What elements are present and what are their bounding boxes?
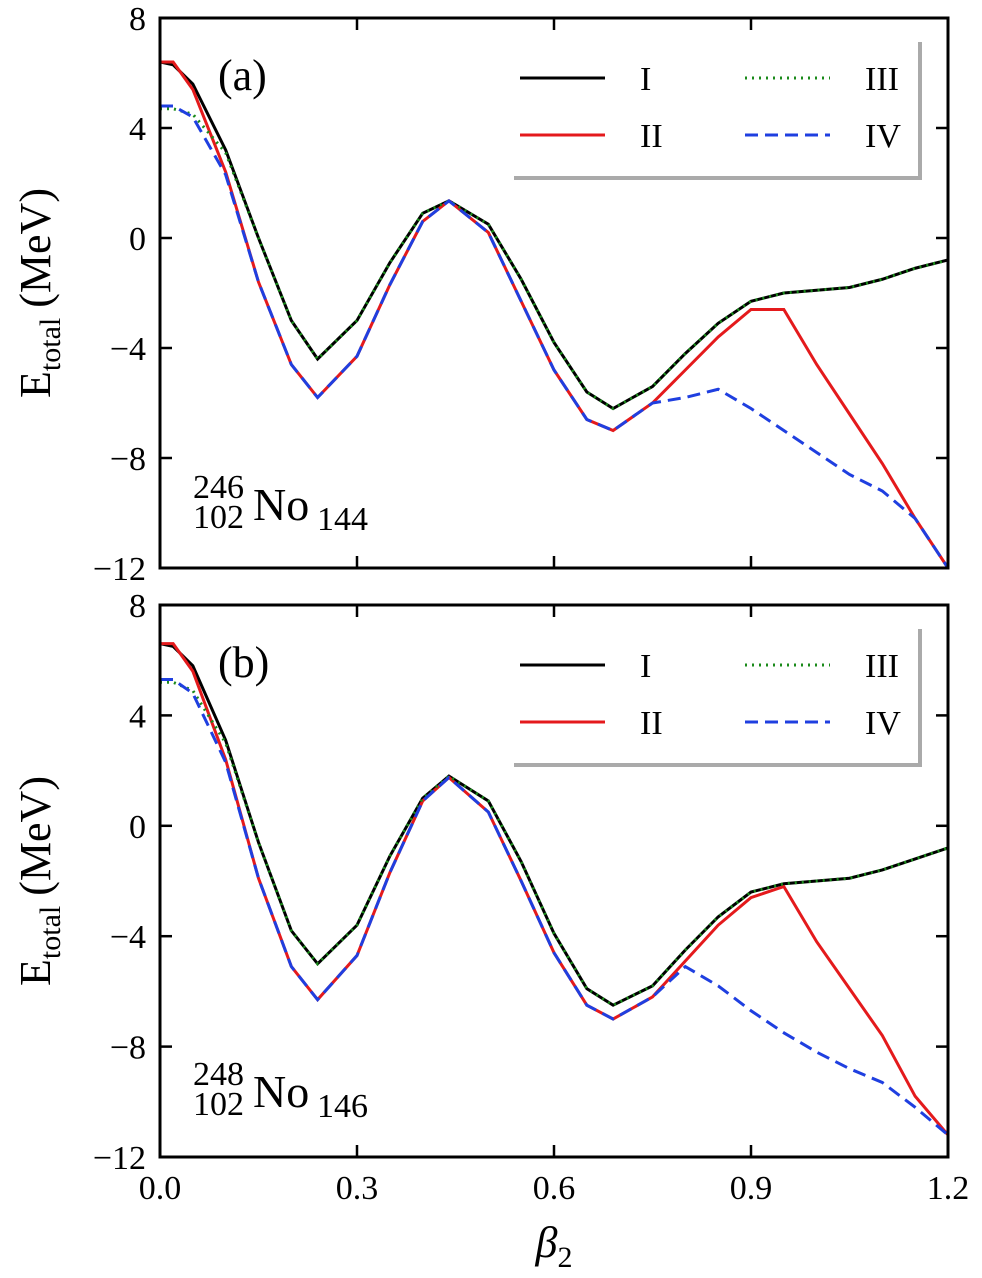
- x-label-symbol: β: [535, 1218, 558, 1267]
- legend-box: [510, 38, 918, 176]
- y-tick-label: −4: [110, 919, 146, 956]
- y-label-unit: (MeV): [11, 776, 60, 896]
- series-line: [160, 642, 948, 1007]
- y-label-sub: total: [34, 906, 67, 959]
- panel-label: (b): [218, 638, 269, 687]
- x-tick-label: 0.6: [533, 1170, 576, 1207]
- y-tick-label: −12: [93, 551, 146, 588]
- legend-label: II: [640, 705, 663, 742]
- mass-number: 246: [193, 469, 244, 506]
- y-tick-label: −8: [110, 1030, 146, 1067]
- neutron-number: 144: [317, 501, 368, 538]
- x-tick-label: 0.9: [730, 1170, 773, 1207]
- legend-label: I: [640, 61, 651, 98]
- y-tick-label: 0: [129, 221, 146, 258]
- y-tick-label: −4: [110, 331, 146, 368]
- legend-box: [510, 625, 918, 763]
- y-tick-label: −12: [93, 1140, 146, 1177]
- y-label-main: E: [11, 959, 60, 986]
- legend-label: III: [865, 648, 899, 685]
- legend-label: I: [640, 648, 651, 685]
- mass-number: 248: [193, 1056, 244, 1093]
- x-tick-label: 0.3: [336, 1170, 379, 1207]
- x-tick-label: 1.2: [927, 1170, 970, 1207]
- plot-frame: [158, 16, 950, 570]
- legend-label: III: [865, 61, 899, 98]
- x-axis-label: β2: [535, 1218, 573, 1274]
- y-tick-label: 4: [129, 698, 146, 735]
- x-tick-label: 0.0: [139, 1170, 182, 1207]
- y-tick-label: −8: [110, 441, 146, 478]
- y-tick-label: 0: [129, 809, 146, 846]
- y-axis-label: Etotal (MeV): [11, 188, 67, 398]
- y-label-sub: total: [34, 318, 67, 371]
- series-line: [160, 107, 948, 411]
- neutron-number: 146: [317, 1088, 368, 1125]
- proton-number: 102: [193, 1086, 244, 1123]
- series-line: [160, 104, 948, 568]
- plot-frame: [158, 603, 950, 1159]
- y-tick-label: 8: [129, 588, 146, 625]
- proton-number: 102: [193, 499, 244, 536]
- legend-label: II: [640, 118, 663, 155]
- y-label-main: E: [11, 371, 60, 398]
- x-label-sub: 2: [557, 1241, 572, 1274]
- legend-label: IV: [865, 705, 901, 742]
- y-tick-label: 4: [129, 111, 146, 148]
- series-line: [160, 678, 948, 1137]
- y-tick-label: 8: [129, 1, 146, 38]
- element-symbol: No: [253, 479, 309, 530]
- legend-label: IV: [865, 118, 901, 155]
- y-axis-label: Etotal (MeV): [11, 776, 67, 986]
- element-symbol: No: [253, 1066, 309, 1117]
- y-label-unit: (MeV): [11, 188, 60, 308]
- panel-label: (a): [218, 51, 267, 100]
